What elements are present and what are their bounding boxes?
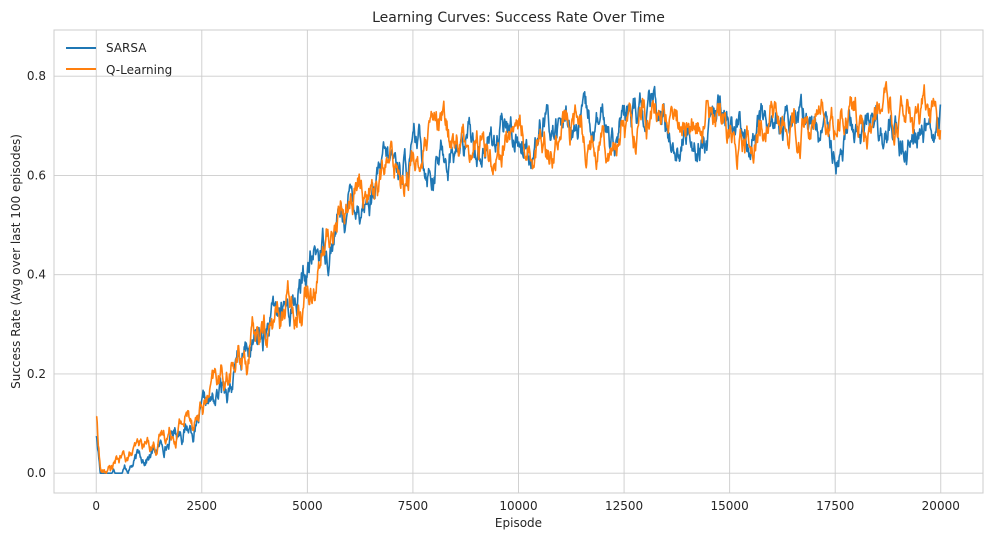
tick-layer: 0 2500 5000 7500 10000 12500 15000 17500 20000 0.… [27, 69, 960, 513]
x-tick-label: 5000 [292, 499, 323, 513]
series-line-q-learning [95, 81, 942, 475]
legend-label-q-learning: Q-Learning [106, 63, 172, 77]
y-tick-label: 0.0 [27, 466, 46, 480]
x-tick-label: 17500 [816, 499, 854, 513]
legend: SARSA Q-Learning [66, 41, 172, 77]
series-layer [95, 81, 942, 475]
y-tick-label: 0.6 [27, 168, 46, 182]
plot-frame [53, 29, 984, 494]
x-tick-label: 15000 [711, 499, 749, 513]
x-tick-label: 10000 [499, 499, 537, 513]
legend-label-sarsa: SARSA [106, 41, 147, 55]
x-tick-label: 0 [92, 499, 100, 513]
x-tick-label: 2500 [187, 499, 218, 513]
y-tick-label: 0.4 [27, 268, 46, 282]
x-tick-label: 7500 [398, 499, 429, 513]
y-tick-label: 0.2 [27, 367, 46, 381]
chart-title: Learning Curves: Success Rate Over Time [372, 10, 665, 26]
y-tick-label: 0.8 [27, 69, 46, 83]
x-axis-label: Episode [495, 516, 542, 530]
y-axis-label: Success Rate (Avg over last 100 episodes… [9, 134, 23, 389]
x-tick-label: 12500 [605, 499, 643, 513]
x-tick-label: 20000 [922, 499, 960, 513]
